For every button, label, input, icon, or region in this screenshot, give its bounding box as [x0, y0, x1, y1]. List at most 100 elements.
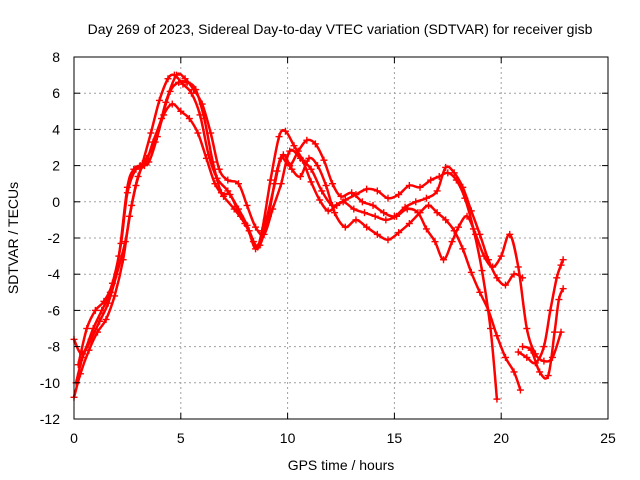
y-tick-label: 8 — [52, 49, 60, 65]
data-point — [322, 182, 330, 190]
x-tick-label: 25 — [600, 430, 616, 446]
data-point — [472, 230, 480, 238]
data-point — [412, 198, 420, 206]
data-point — [478, 267, 486, 275]
x-axis-title: GPS time / hours — [288, 457, 395, 473]
data-point — [243, 201, 251, 209]
data-point — [553, 274, 561, 282]
data-point — [226, 191, 234, 199]
data-point — [493, 332, 501, 340]
data-point — [360, 209, 368, 217]
data-point — [277, 154, 285, 162]
data-point — [98, 306, 106, 314]
data-point — [540, 343, 548, 351]
data-point — [286, 162, 294, 170]
data-point — [296, 154, 304, 162]
axis-ticks — [73, 56, 609, 420]
data-point — [320, 156, 328, 164]
data-point — [422, 225, 430, 233]
data-series — [70, 71, 567, 403]
data-point — [207, 129, 215, 137]
data-point — [544, 372, 552, 380]
data-point — [121, 238, 129, 246]
data-point — [384, 194, 392, 202]
data-point — [237, 212, 245, 220]
data-point — [277, 180, 285, 188]
data-point — [514, 348, 522, 356]
chart-title: Day 269 of 2023, Sidereal Day-to-day VTE… — [88, 21, 593, 37]
data-point — [405, 182, 413, 190]
data-point — [484, 306, 492, 314]
data-point — [559, 285, 567, 293]
data-point — [303, 136, 311, 144]
data-point — [286, 147, 294, 155]
data-point — [393, 212, 401, 220]
data-point — [328, 201, 336, 209]
data-point — [217, 189, 225, 197]
data-point — [540, 357, 548, 365]
data-point — [487, 325, 495, 332]
data-point — [202, 154, 210, 162]
data-point — [175, 78, 183, 86]
data-point — [234, 180, 242, 188]
data-point — [422, 194, 430, 202]
data-point — [254, 243, 262, 251]
data-point — [493, 274, 501, 282]
data-point — [433, 187, 441, 195]
data-point — [501, 353, 509, 361]
x-tick-label: 10 — [280, 430, 296, 446]
series-line — [77, 80, 524, 366]
data-point — [134, 172, 142, 180]
data-point — [463, 212, 471, 220]
data-point — [316, 196, 324, 204]
data-point — [416, 183, 424, 191]
data-point — [307, 178, 315, 186]
data-point — [431, 238, 439, 246]
data-point — [536, 368, 544, 376]
data-point — [187, 89, 195, 97]
data-point — [341, 223, 349, 231]
x-tick-label: 20 — [493, 430, 509, 446]
data-point — [252, 223, 260, 231]
data-point — [369, 201, 377, 209]
data-point — [185, 115, 193, 123]
data-point — [245, 227, 253, 235]
y-tick-label: -2 — [48, 230, 61, 246]
data-point — [296, 172, 304, 180]
data-point — [405, 220, 413, 228]
data-point — [318, 187, 326, 195]
data-point — [305, 154, 313, 162]
series-trace-d — [70, 71, 565, 365]
data-point — [281, 127, 289, 135]
x-tick-label: 0 — [70, 430, 78, 446]
data-point — [337, 192, 345, 200]
data-point — [523, 325, 531, 332]
series-trace-c — [74, 78, 527, 369]
data-point — [215, 165, 223, 173]
data-point — [363, 185, 371, 193]
y-tick-label: 0 — [52, 194, 60, 210]
data-point — [288, 165, 296, 173]
data-point — [358, 198, 366, 206]
data-point — [527, 346, 535, 354]
data-point — [352, 216, 360, 224]
data-point — [459, 183, 467, 191]
x-tick-label: 15 — [387, 430, 403, 446]
data-point — [290, 142, 298, 150]
data-point — [209, 158, 217, 166]
data-point — [111, 292, 119, 300]
data-point — [339, 198, 347, 206]
x-tick-label: 5 — [177, 430, 185, 446]
data-point — [328, 180, 336, 188]
y-tick-label: -8 — [48, 339, 61, 355]
series-line — [74, 102, 522, 392]
data-point — [91, 306, 99, 314]
data-point — [271, 180, 279, 188]
data-point — [181, 75, 189, 83]
data-point — [294, 147, 302, 155]
data-point — [371, 212, 379, 220]
data-point — [519, 343, 527, 351]
data-point — [373, 187, 381, 195]
y-tick-label: 6 — [52, 85, 60, 101]
